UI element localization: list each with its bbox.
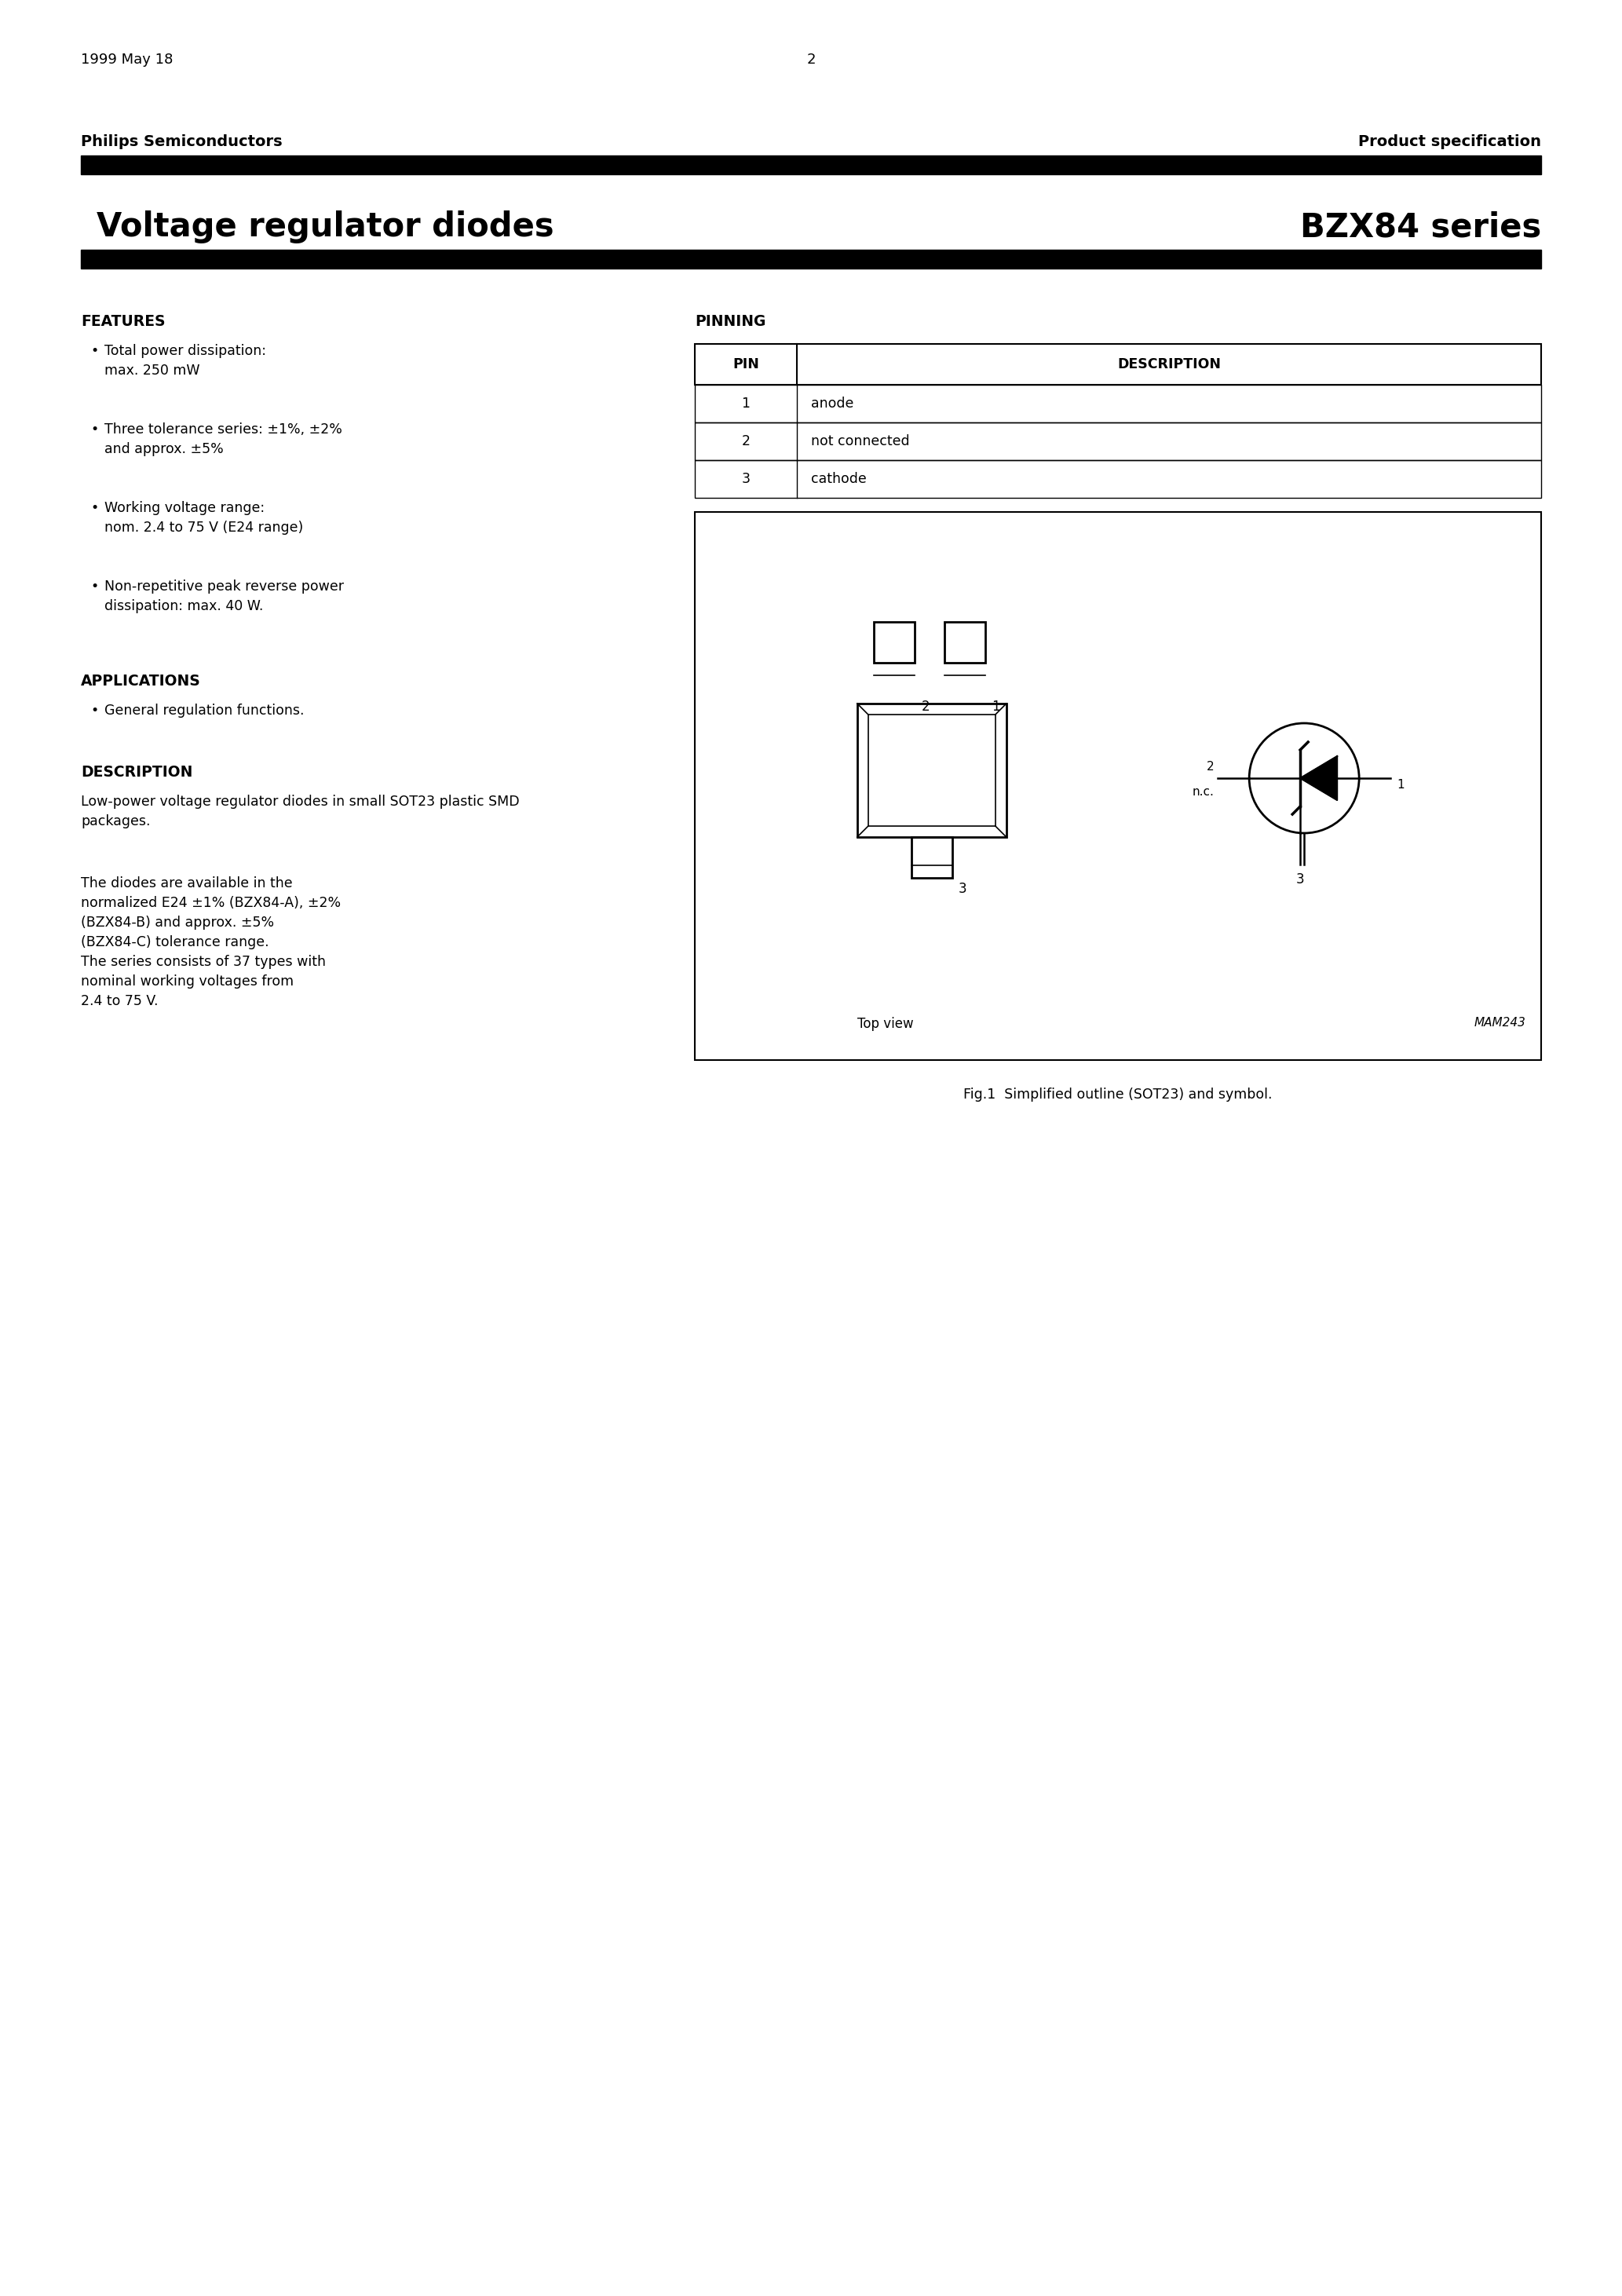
Text: General regulation functions.: General regulation functions. xyxy=(104,703,305,719)
Text: n.c.: n.c. xyxy=(1192,785,1213,797)
Text: 3: 3 xyxy=(959,882,967,895)
Text: Low-power voltage regulator diodes in small SOT23 plastic SMD
packages.: Low-power voltage regulator diodes in sm… xyxy=(81,794,519,829)
Text: 2: 2 xyxy=(806,53,816,67)
Text: anode: anode xyxy=(811,397,853,411)
Text: Total power dissipation:
max. 250 mW: Total power dissipation: max. 250 mW xyxy=(104,344,266,379)
Bar xyxy=(856,703,1006,838)
Text: Product specification: Product specification xyxy=(1358,133,1541,149)
Text: 1: 1 xyxy=(741,397,749,411)
Text: Three tolerance series: ±1%, ±2%
and approx. ±5%: Three tolerance series: ±1%, ±2% and app… xyxy=(104,422,342,457)
Polygon shape xyxy=(1301,755,1337,799)
Text: The diodes are available in the
normalized E24 ±1% (BZX84-A), ±2%
(BZX84-B) and : The diodes are available in the normaliz… xyxy=(81,877,341,1008)
Bar xyxy=(912,838,952,877)
Bar xyxy=(874,622,915,664)
Text: DESCRIPTION: DESCRIPTION xyxy=(81,765,193,781)
Text: MAM243: MAM243 xyxy=(1474,1017,1525,1029)
Bar xyxy=(81,156,1541,174)
Text: Non-repetitive peak reverse power
dissipation: max. 40 W.: Non-repetitive peak reverse power dissip… xyxy=(104,579,344,613)
Text: PINNING: PINNING xyxy=(694,315,766,328)
Bar xyxy=(81,250,1541,269)
Bar xyxy=(868,714,996,827)
Text: •: • xyxy=(91,422,99,436)
Bar xyxy=(694,386,1541,422)
Bar xyxy=(694,459,1541,498)
Bar xyxy=(694,344,1541,386)
Text: FEATURES: FEATURES xyxy=(81,315,165,328)
Bar xyxy=(694,422,1541,459)
Bar xyxy=(694,512,1541,1061)
Text: 2: 2 xyxy=(921,700,929,714)
Text: DESCRIPTION: DESCRIPTION xyxy=(1118,358,1221,372)
Text: 2: 2 xyxy=(741,434,749,448)
Text: Working voltage range:
nom. 2.4 to 75 V (E24 range): Working voltage range: nom. 2.4 to 75 V … xyxy=(104,501,303,535)
Text: not connected: not connected xyxy=(811,434,910,448)
Text: Fig.1  Simplified outline (SOT23) and symbol.: Fig.1 Simplified outline (SOT23) and sym… xyxy=(963,1088,1272,1102)
Text: Top view: Top view xyxy=(856,1017,913,1031)
Text: 1: 1 xyxy=(1397,778,1405,790)
Text: 2: 2 xyxy=(1207,760,1213,774)
Text: Voltage regulator diodes: Voltage regulator diodes xyxy=(97,211,555,243)
Text: •: • xyxy=(91,579,99,595)
Text: 1999 May 18: 1999 May 18 xyxy=(81,53,174,67)
Text: •: • xyxy=(91,501,99,514)
Text: •: • xyxy=(91,703,99,719)
Text: BZX84 series: BZX84 series xyxy=(1299,211,1541,243)
Text: 3: 3 xyxy=(741,473,749,487)
Bar xyxy=(944,622,985,664)
Text: Philips Semiconductors: Philips Semiconductors xyxy=(81,133,282,149)
Text: 3: 3 xyxy=(1296,872,1304,886)
Text: •: • xyxy=(91,344,99,358)
Text: cathode: cathode xyxy=(811,473,866,487)
Text: APPLICATIONS: APPLICATIONS xyxy=(81,673,201,689)
Text: PIN: PIN xyxy=(733,358,759,372)
Text: 1: 1 xyxy=(991,700,999,714)
